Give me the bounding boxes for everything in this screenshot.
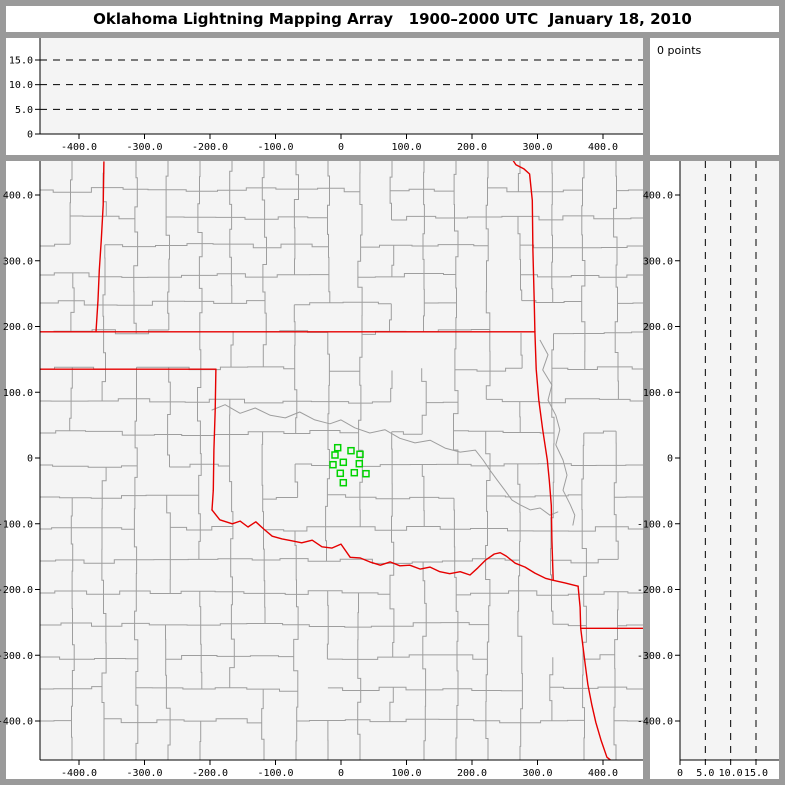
- svg-text:400.0: 400.0: [3, 191, 33, 202]
- svg-text:-300.0: -300.0: [637, 651, 673, 662]
- map-plot-area[interactable]: [40, 161, 643, 760]
- svg-text:-100.0: -100.0: [0, 519, 33, 530]
- svg-text:0: 0: [27, 130, 33, 141]
- svg-text:300.0: 300.0: [522, 768, 552, 779]
- lma-station-marker: [329, 460, 337, 469]
- lma-station-marker: [339, 458, 348, 467]
- svg-text:200.0: 200.0: [457, 768, 487, 779]
- tx-ok-100w: [211, 368, 217, 511]
- points-count-label: 0 points: [657, 44, 702, 57]
- lma-station-marker: [356, 450, 364, 459]
- svg-text:300.0: 300.0: [522, 142, 552, 153]
- top-altitude-panel: 0 5.0 10.0 15.0 -400.0 -300.0 -200.0 -100.0 0 100…: [9, 38, 643, 153]
- svg-text:-300.0: -300.0: [0, 651, 33, 662]
- svg-text:-400.0: -400.0: [0, 717, 33, 728]
- svg-text:-200.0: -200.0: [637, 585, 673, 596]
- svg-text:0: 0: [27, 454, 33, 465]
- ar-tx-94w: [577, 585, 582, 629]
- svg-text:0: 0: [677, 768, 683, 779]
- lma-stations-layer: [329, 443, 370, 487]
- svg-text:100.0: 100.0: [643, 388, 673, 399]
- co-ks-border: [95, 161, 105, 333]
- separator: [6, 32, 779, 38]
- svg-text:0: 0: [338, 768, 344, 779]
- svg-text:-400.0: -400.0: [637, 717, 673, 728]
- svg-text:-100.0: -100.0: [257, 142, 293, 153]
- svg-text:5.0: 5.0: [15, 105, 33, 116]
- svg-text:0: 0: [338, 142, 344, 153]
- separator: [6, 155, 779, 161]
- svg-text:-300.0: -300.0: [126, 142, 162, 153]
- plan-view-map-panel: 400.0 300.0 200.0 100.0 0 -100.0 -200.0 -300.0 -…: [0, 161, 643, 779]
- points-count-panel: 0 points: [650, 38, 779, 155]
- window-title-text: Oklahoma Lightning Mapping Array 1900–20…: [93, 10, 692, 28]
- svg-text:300.0: 300.0: [3, 256, 33, 267]
- svg-text:15.0: 15.0: [9, 56, 33, 67]
- ok-mo-ar-border: [534, 331, 554, 581]
- svg-text:-100.0: -100.0: [637, 519, 673, 530]
- neosho-river: [539, 339, 576, 526]
- svg-text:200.0: 200.0: [3, 322, 33, 333]
- svg-text:100.0: 100.0: [3, 388, 33, 399]
- red-river-east: [552, 579, 579, 587]
- svg-text:400.0: 400.0: [643, 191, 673, 202]
- red-river: [211, 509, 554, 581]
- altitude-ns-plot-area[interactable]: [680, 161, 779, 760]
- svg-text:-100.0: -100.0: [257, 768, 293, 779]
- lma-station-marker: [339, 478, 348, 487]
- lma-station-marker: [355, 459, 364, 468]
- svg-text:0: 0: [667, 454, 673, 465]
- canadian-river: [211, 404, 559, 516]
- svg-text:10.0: 10.0: [9, 80, 33, 91]
- lma-station-marker: [347, 446, 355, 455]
- county-boundaries: [40, 161, 643, 760]
- map-geography-layer: [40, 161, 643, 760]
- lma-station-marker: [331, 451, 339, 459]
- sabine-border: [580, 627, 611, 760]
- separator: [643, 38, 650, 779]
- svg-text:-300.0: -300.0: [126, 768, 162, 779]
- svg-text:15.0: 15.0: [744, 768, 768, 779]
- svg-text:200.0: 200.0: [643, 322, 673, 333]
- lma-station-marker: [336, 469, 345, 478]
- window-title: Oklahoma Lightning Mapping Array 1900–20…: [6, 6, 779, 32]
- right-altitude-panel: 400.0 300.0 200.0 100.0 0 -100.0 -200.0 -300.0 -…: [637, 161, 779, 779]
- lma-station-marker: [362, 469, 370, 478]
- svg-text:200.0: 200.0: [457, 142, 487, 153]
- svg-text:100.0: 100.0: [391, 142, 421, 153]
- lma-station-marker: [333, 443, 342, 452]
- svg-text:5.0: 5.0: [696, 768, 714, 779]
- svg-text:-200.0: -200.0: [192, 768, 228, 779]
- svg-text:-400.0: -400.0: [61, 768, 97, 779]
- altitude-ew-plot-area[interactable]: [40, 38, 643, 134]
- lma-station-marker: [350, 468, 359, 477]
- svg-text:300.0: 300.0: [643, 256, 673, 267]
- svg-text:-200.0: -200.0: [192, 142, 228, 153]
- svg-text:400.0: 400.0: [588, 768, 618, 779]
- svg-text:100.0: 100.0: [391, 768, 421, 779]
- svg-text:400.0: 400.0: [588, 142, 618, 153]
- ks-mo-border: [512, 161, 536, 333]
- svg-text:-400.0: -400.0: [61, 142, 97, 153]
- svg-text:10.0: 10.0: [719, 768, 743, 779]
- svg-text:-200.0: -200.0: [0, 585, 33, 596]
